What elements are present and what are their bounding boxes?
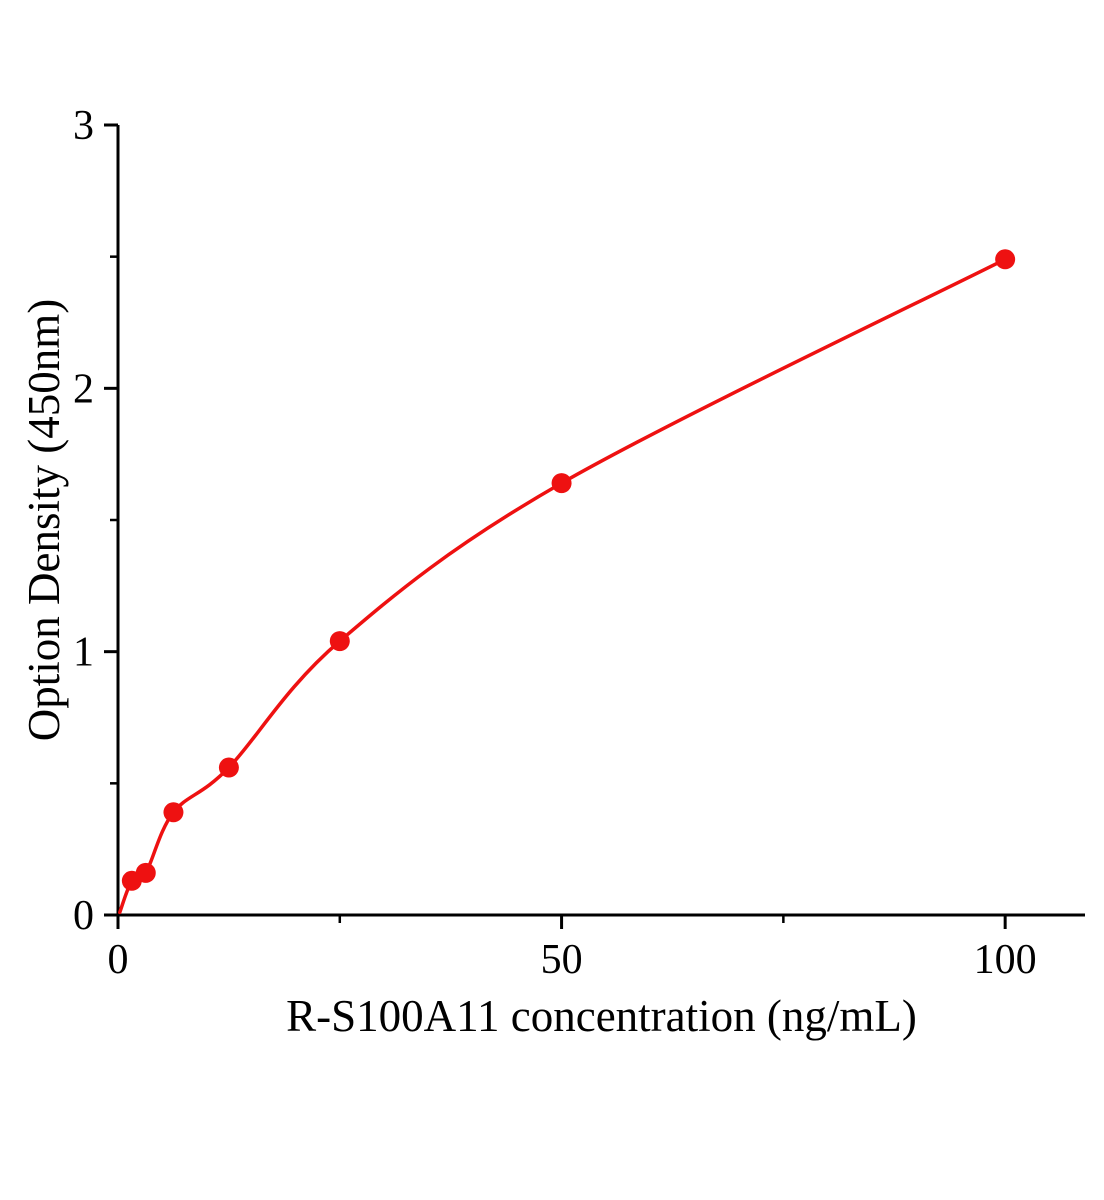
y-axis-title: Option Density (450nm)	[19, 298, 69, 742]
data-point	[551, 473, 572, 494]
x-axis-tick-label: 0	[108, 937, 129, 983]
x-axis-tick-label: 50	[541, 937, 583, 983]
fit-curve	[118, 257, 1007, 915]
data-point	[995, 249, 1016, 270]
y-axis-tick-label: 3	[73, 103, 94, 149]
data-point	[218, 757, 239, 778]
y-axis-tick-label: 2	[73, 366, 94, 412]
data-point	[329, 631, 350, 652]
x-axis-title: R-S100A11 concentration (ng/mL)	[286, 991, 917, 1041]
y-axis-tick-label: 0	[73, 893, 94, 939]
data-point	[163, 802, 184, 823]
data-point	[135, 862, 156, 883]
y-axis-tick-label: 1	[73, 630, 94, 676]
x-axis-tick-label: 100	[974, 937, 1037, 983]
